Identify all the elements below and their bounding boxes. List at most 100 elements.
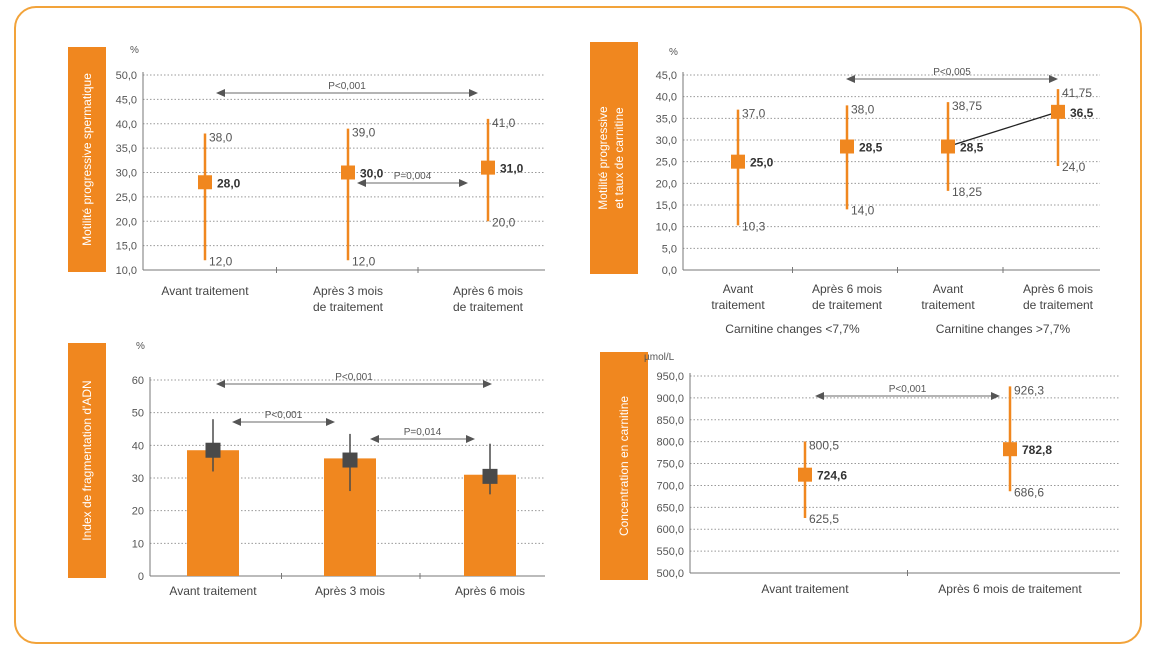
panel-1-ytick-label: 10,0: [116, 265, 137, 277]
panel-2-value-label: 28,5: [960, 141, 984, 155]
panel-2-low-label: 14,0: [851, 203, 875, 217]
panel-4-comparison-arrow: P<0,001: [815, 384, 1000, 400]
panel-2-value-label: 36,5: [1070, 106, 1094, 120]
panel-3-comparison-arrow-head-right: [466, 435, 475, 443]
panel-3-comparison-arrow-head-right: [483, 380, 492, 388]
panel-1-value-label: 28,0: [217, 176, 241, 190]
panel-3-marker: [482, 468, 498, 484]
panel-1-category-label: de traitement: [453, 300, 524, 314]
panel-4-ytick-label: 500,0: [656, 568, 684, 580]
panel-2-comparison-arrow-label: P<0,005: [933, 67, 971, 78]
panel-4-marker: [1003, 442, 1017, 457]
panel-2-ytick-label: 5,0: [662, 243, 677, 255]
panel-1-ytick-label: 20,0: [116, 216, 137, 228]
panel-2-comparison-arrow-head-right: [1049, 75, 1058, 83]
panel-3-comparison-arrow: P<0,001: [232, 410, 335, 426]
panel-4-ytick-label: 600,0: [656, 524, 684, 536]
panel-2-ytick-label: 30,0: [656, 135, 677, 147]
panel-1-comparison-arrow-label: P=0,004: [394, 171, 432, 182]
panel-1-comparison-arrow-head-right: [459, 179, 468, 187]
panel-4-ytick-label: 850,0: [656, 415, 684, 427]
panel-3-comparison-arrow: P<0,001: [216, 372, 492, 388]
panel-2-value-label: 25,0: [750, 156, 774, 170]
panel-1-high-label: 38,0: [209, 131, 233, 145]
panel-4-comparison-arrow-label: P<0,001: [889, 384, 927, 395]
panel-2-ytick-label: 25,0: [656, 157, 677, 169]
panel-3-comparison-arrow-head-left: [370, 435, 379, 443]
panel-2-comparison-arrow-head-left: [846, 75, 855, 83]
panel-1-high-label: 39,0: [352, 126, 376, 140]
panel-4-comparison-arrow-head-left: [815, 392, 824, 400]
panel-2-comparison-arrow: P<0,005: [846, 67, 1058, 83]
panel-1-ytick-label: 40,0: [116, 119, 137, 131]
panel-2-ytick-label: 15,0: [656, 200, 677, 212]
panel-2-unit: %: [669, 47, 678, 58]
panel-3-ytick-label: 60: [132, 375, 144, 387]
panel-2-ytick-label: 45,0: [656, 70, 677, 82]
panel-4-value-label: 782,8: [1022, 443, 1052, 457]
panel-3-ytick-label: 10: [132, 538, 144, 550]
panel-1-comparison-arrow: P<0,001: [216, 81, 478, 97]
panel-4-marker: [798, 467, 812, 482]
panel-4-ytick-label: 750,0: [656, 459, 684, 471]
panel-2-ytick-label: 20,0: [656, 178, 677, 190]
panel-1-marker: [198, 175, 212, 190]
panel-1-comparison-arrow-head-left: [357, 179, 366, 187]
panel-1-ytick-label: 25,0: [116, 192, 137, 204]
panel-1: Motilité progressive spermatique% 10,0 15,…: [68, 45, 545, 314]
panel-2-marker: [941, 139, 955, 154]
panel-2-low-label: 24,0: [1062, 160, 1086, 174]
panel-4-ytick-label: 800,0: [656, 437, 684, 449]
panel-4-category-label: Après 6 mois de traitement: [938, 582, 1082, 596]
panel-1-comparison-arrow-head-right: [469, 89, 478, 97]
panel-2-group-label: Carnitine changes >7,7%: [936, 322, 1071, 336]
panel-2-ylabel-text: Motilité progressive: [596, 106, 610, 210]
panel-2-group-label: Carnitine changes <7,7%: [725, 322, 860, 336]
panel-2-high-label: 38,75: [952, 99, 982, 113]
panel-3-category-label: Après 6 mois: [455, 584, 525, 598]
panel-2-ytick-label: 0,0: [662, 265, 677, 277]
panel-2-low-label: 10,3: [742, 219, 766, 233]
panel-2-low-label: 18,25: [952, 185, 982, 199]
panel-1-category-label: de traitement: [313, 300, 384, 314]
panel-1-value-label: 31,0: [500, 162, 524, 176]
panel-1-low-label: 12,0: [352, 254, 376, 268]
panel-2-high-label: 37,0: [742, 107, 766, 121]
panel-1-category-label: Avant traitement: [161, 284, 249, 298]
panel-3-comparison-arrow-head-left: [216, 380, 225, 388]
panel-2-ytick-label: 35,0: [656, 113, 677, 125]
panel-2: Motilité progressive et taux de carnitine…: [590, 42, 1100, 336]
panel-3-comparison-arrow-head-left: [232, 418, 241, 426]
panel-4-high-label: 800,5: [809, 438, 839, 452]
panel-2-category-label: Après 6 mois: [812, 282, 882, 296]
figure-frame: [14, 6, 1142, 644]
panel-4-ytick-label: 900,0: [656, 393, 684, 405]
panel-3-marker: [342, 452, 358, 468]
panel-4: Concentration en carnitine µmol/L 500,0 550…: [600, 352, 1120, 596]
panel-1-comparison-arrow-label: P<0,001: [328, 81, 366, 92]
panel-3-ytick-label: 0: [138, 571, 144, 583]
panel-4-ylabel-box: [600, 352, 648, 580]
panel-2-ytick-label: 10,0: [656, 222, 677, 234]
panel-2-ylabel-text: et taux de carnitine: [612, 107, 626, 209]
panel-3-comparison-arrow: P=0,014: [370, 427, 475, 443]
panel-3-ytick-label: 50: [132, 408, 144, 420]
panel-1-ytick-label: 15,0: [116, 241, 137, 253]
panel-2-category-label: traitement: [711, 298, 765, 312]
panel-4-ytick-label: 700,0: [656, 480, 684, 492]
panel-2-high-label: 38,0: [851, 102, 875, 116]
panel-3-ytick-label: 40: [132, 440, 144, 452]
panel-3-comparison-arrow-label: P<0,001: [335, 372, 373, 383]
panel-3-ylabel-text: Index de fragmentation d'ADN: [80, 380, 94, 540]
panel-1-ytick-label: 45,0: [116, 94, 137, 106]
panel-1-marker: [481, 160, 495, 175]
panel-2-marker: [840, 139, 854, 154]
panel-2-marker: [731, 154, 745, 169]
panel-4-ytick-label: 650,0: [656, 502, 684, 514]
panel-3-comparison-arrow-label: P=0,014: [404, 427, 442, 438]
panel-3-ytick-label: 20: [132, 506, 144, 518]
panel-3: Index de fragmentation d'ADN% 0 10 20 30 40 50…: [68, 341, 545, 598]
panel-3-marker: [205, 442, 221, 458]
panel-4-unit: µmol/L: [644, 352, 675, 363]
